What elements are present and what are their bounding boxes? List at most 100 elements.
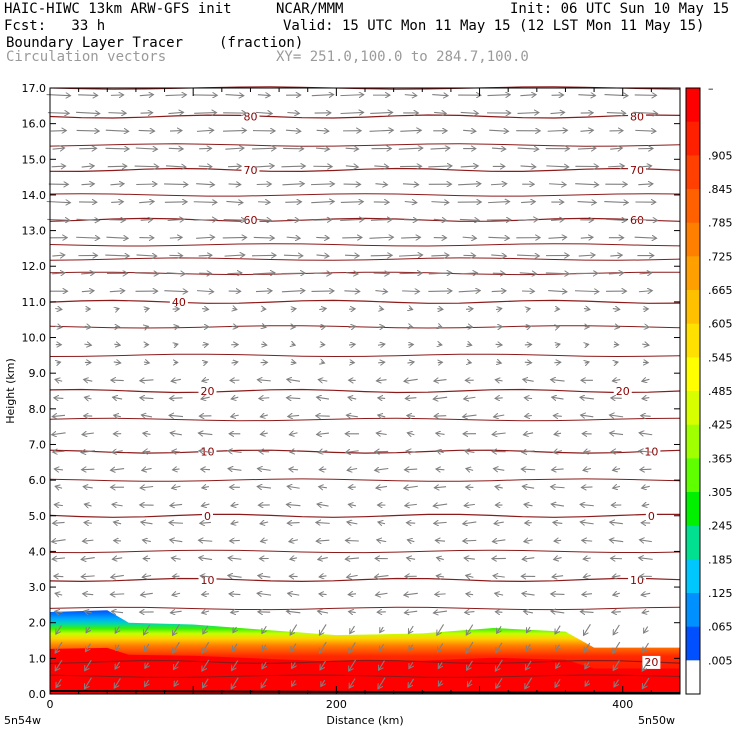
wind-vector (545, 273, 569, 274)
wind-vector (319, 576, 327, 577)
wind-vector (642, 677, 650, 689)
wind-vector (201, 469, 211, 470)
wind-vector (169, 237, 182, 238)
wind-vector (55, 659, 63, 671)
contour-line (49, 513, 680, 518)
wind-vector (116, 644, 120, 651)
y-tick-label: 0.0 (29, 688, 47, 701)
wind-vector (76, 112, 100, 113)
wind-vector (370, 220, 392, 221)
wind-vector (608, 273, 624, 274)
wind-vector (585, 362, 589, 363)
contour-line (49, 325, 681, 329)
wind-vector (285, 202, 301, 203)
wind-vector (203, 678, 209, 688)
wind-vector (228, 469, 242, 471)
wind-vector (57, 362, 61, 363)
wind-vector (375, 468, 389, 470)
wind-vector (81, 558, 95, 560)
wind-vector (47, 113, 69, 114)
wind-vector (613, 624, 620, 635)
contour-line (49, 299, 681, 304)
wind-vector (517, 148, 539, 149)
wind-vector (231, 326, 238, 327)
wind-vector (465, 612, 475, 613)
wind-vector (142, 468, 152, 470)
wind-vector (494, 415, 505, 417)
wind-vector (458, 184, 481, 185)
wind-vector (311, 184, 334, 185)
wind-vector (583, 308, 590, 309)
wind-vector (167, 219, 185, 220)
wind-vector (291, 643, 297, 652)
wind-vector (233, 626, 237, 633)
wind-vector (526, 326, 531, 327)
wind-vector (548, 237, 567, 238)
wind-vector (405, 504, 417, 505)
wind-vector (319, 487, 327, 488)
wind-vector (490, 184, 507, 185)
wind-vector (349, 642, 356, 653)
colorbar-swatch (686, 458, 700, 493)
wind-vector (168, 148, 183, 149)
wind-vector (198, 166, 212, 167)
wind-vector (556, 326, 560, 327)
wind-vector (319, 326, 326, 327)
y-tick-label: 16.0 (22, 118, 47, 131)
contour-line (49, 114, 681, 119)
wind-vector (638, 291, 652, 292)
wind-vector (378, 522, 386, 524)
wind-vector (525, 415, 532, 416)
cross-section-endpoints: XY= 251.0,100.0 to 284.7,100.0 (276, 49, 529, 65)
wind-vector (316, 255, 329, 256)
wind-vector (404, 486, 418, 488)
x-end-label: 5n50w (638, 714, 675, 727)
contour-label: 80 (243, 111, 257, 124)
wind-vector (202, 611, 210, 613)
wind-vector (526, 626, 530, 633)
colorbar-swatch (686, 155, 700, 190)
colorbar-swatch (686, 626, 700, 661)
wind-vector (378, 398, 386, 399)
wind-vector (370, 112, 392, 113)
colorbar-swatch (686, 357, 700, 392)
wind-vector (81, 184, 95, 185)
wind-vector (438, 662, 442, 668)
wind-vector (76, 219, 99, 220)
wind-vector (580, 130, 593, 131)
wind-vector (252, 148, 276, 149)
wind-vector (165, 95, 187, 96)
wind-vector (492, 433, 506, 435)
contour-line (49, 577, 681, 583)
x-axis: 0 200 400 (47, 88, 681, 711)
wind-vector (554, 433, 562, 434)
wind-vector (460, 112, 479, 113)
colorbar-label: – (708, 82, 714, 95)
wind-vector (144, 643, 149, 651)
wind-vector (143, 362, 149, 363)
wind-vector (86, 626, 90, 633)
wind-vector (495, 380, 503, 381)
wind-vector (578, 95, 595, 96)
wind-vector (349, 678, 356, 689)
wind-vector (168, 112, 183, 113)
wind-vector (287, 486, 300, 488)
wind-vector (164, 184, 188, 185)
wind-vector (229, 594, 241, 595)
wind-vector (348, 326, 356, 327)
colorbar-swatch (686, 88, 700, 123)
wind-vector (460, 166, 479, 167)
wind-vector (140, 219, 153, 220)
wind-vector (518, 219, 538, 220)
wind-vector (434, 522, 447, 523)
contour-label-bg (628, 213, 647, 227)
wind-vector (407, 362, 414, 363)
y-tick-label: 1.0 (29, 652, 47, 665)
wind-vector (52, 558, 66, 559)
wind-vector (172, 486, 181, 488)
wind-vector (459, 219, 479, 220)
wind-vector (317, 397, 330, 399)
wind-vector (342, 237, 362, 238)
colorbar-label: .665 (708, 284, 733, 297)
wind-vector (116, 309, 120, 310)
